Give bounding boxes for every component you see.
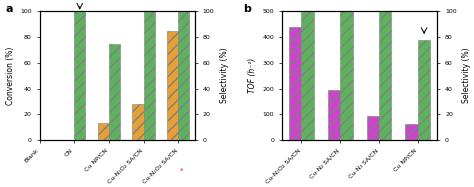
Bar	[144, 11, 155, 140]
Y-axis label: TOF (h⁻¹): TOF (h⁻¹)	[248, 58, 257, 93]
Bar	[301, 11, 314, 140]
Bar	[178, 11, 189, 140]
Bar	[418, 40, 430, 140]
Y-axis label: Selectivity (%): Selectivity (%)	[462, 48, 471, 103]
Bar	[289, 27, 301, 140]
Y-axis label: Selectivity (%): Selectivity (%)	[220, 48, 229, 103]
Bar	[366, 116, 379, 140]
Bar	[132, 104, 144, 140]
Bar	[379, 11, 392, 140]
Bar	[74, 11, 85, 140]
Text: *: *	[180, 168, 183, 174]
Bar	[328, 90, 340, 140]
Bar	[340, 11, 353, 140]
Bar	[167, 31, 178, 140]
Bar	[98, 123, 109, 140]
Text: a: a	[5, 4, 13, 14]
Bar	[109, 44, 120, 140]
Text: b: b	[243, 4, 251, 14]
Y-axis label: Conversion (%): Conversion (%)	[6, 47, 15, 105]
Bar	[405, 125, 418, 140]
